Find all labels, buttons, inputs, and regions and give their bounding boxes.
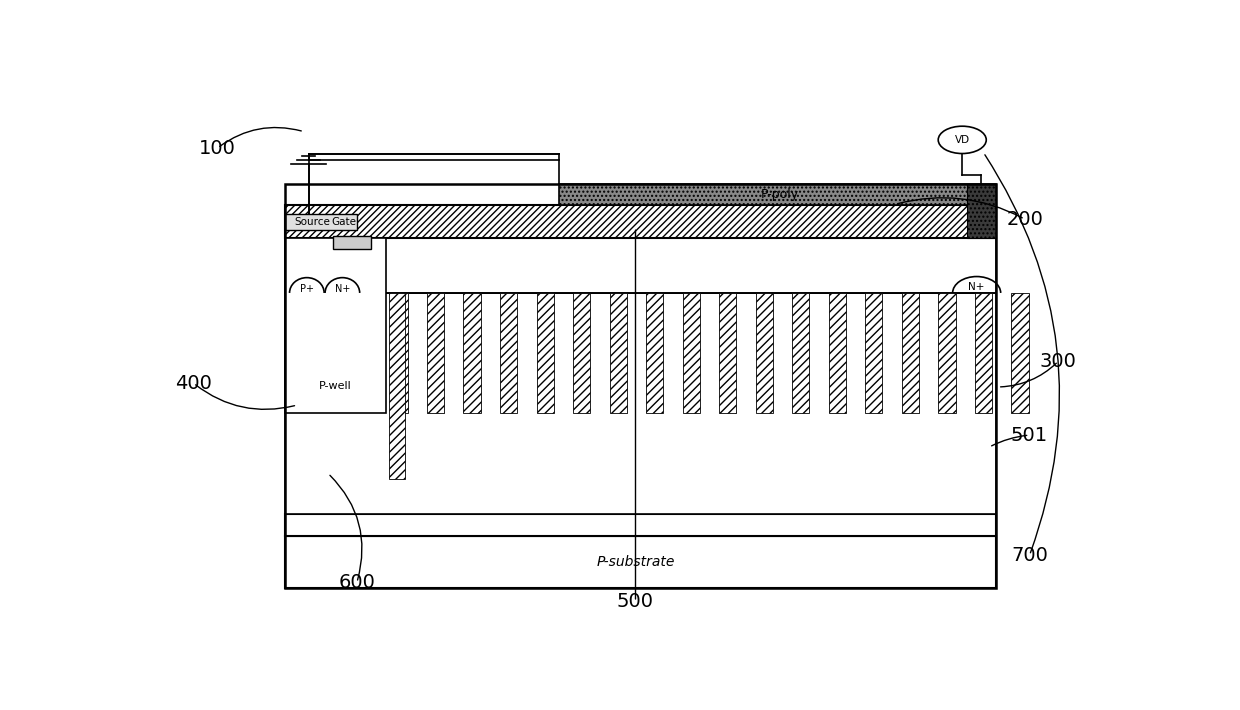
FancyBboxPatch shape	[610, 293, 627, 413]
FancyBboxPatch shape	[285, 536, 996, 588]
Text: Gate: Gate	[331, 217, 356, 227]
FancyBboxPatch shape	[755, 293, 773, 413]
FancyBboxPatch shape	[285, 205, 996, 239]
Text: N+: N+	[335, 283, 350, 293]
Text: 501: 501	[1011, 425, 1048, 444]
FancyBboxPatch shape	[719, 293, 737, 413]
Text: 100: 100	[200, 138, 236, 158]
FancyBboxPatch shape	[285, 293, 996, 514]
FancyBboxPatch shape	[1012, 293, 1028, 413]
Text: P+: P+	[300, 283, 314, 293]
FancyBboxPatch shape	[828, 293, 846, 413]
FancyBboxPatch shape	[901, 293, 919, 413]
FancyBboxPatch shape	[558, 184, 996, 205]
Text: 500: 500	[618, 592, 653, 611]
Text: Source: Source	[294, 217, 330, 227]
FancyBboxPatch shape	[573, 293, 590, 413]
Text: 200: 200	[1007, 209, 1043, 229]
Text: VD: VD	[955, 135, 970, 145]
Text: 300: 300	[1040, 351, 1076, 371]
FancyBboxPatch shape	[285, 239, 996, 293]
FancyBboxPatch shape	[285, 239, 386, 413]
FancyBboxPatch shape	[464, 293, 481, 413]
Text: P-substrate: P-substrate	[596, 555, 675, 569]
Text: N+: N+	[968, 283, 985, 293]
FancyBboxPatch shape	[332, 236, 371, 249]
Text: P-well: P-well	[319, 381, 352, 391]
FancyBboxPatch shape	[500, 293, 517, 413]
FancyBboxPatch shape	[537, 293, 554, 413]
FancyBboxPatch shape	[975, 293, 992, 413]
FancyBboxPatch shape	[285, 214, 357, 230]
Text: P-poly: P-poly	[760, 188, 799, 201]
FancyBboxPatch shape	[939, 293, 956, 413]
FancyBboxPatch shape	[682, 293, 699, 413]
FancyBboxPatch shape	[391, 293, 408, 413]
FancyBboxPatch shape	[967, 184, 996, 239]
Text: 600: 600	[339, 573, 376, 592]
FancyBboxPatch shape	[388, 293, 404, 479]
FancyBboxPatch shape	[427, 293, 444, 413]
FancyBboxPatch shape	[285, 514, 996, 536]
Text: 700: 700	[1011, 546, 1048, 565]
FancyBboxPatch shape	[866, 293, 883, 413]
FancyBboxPatch shape	[792, 293, 810, 413]
FancyBboxPatch shape	[646, 293, 663, 413]
Text: 400: 400	[175, 373, 212, 393]
